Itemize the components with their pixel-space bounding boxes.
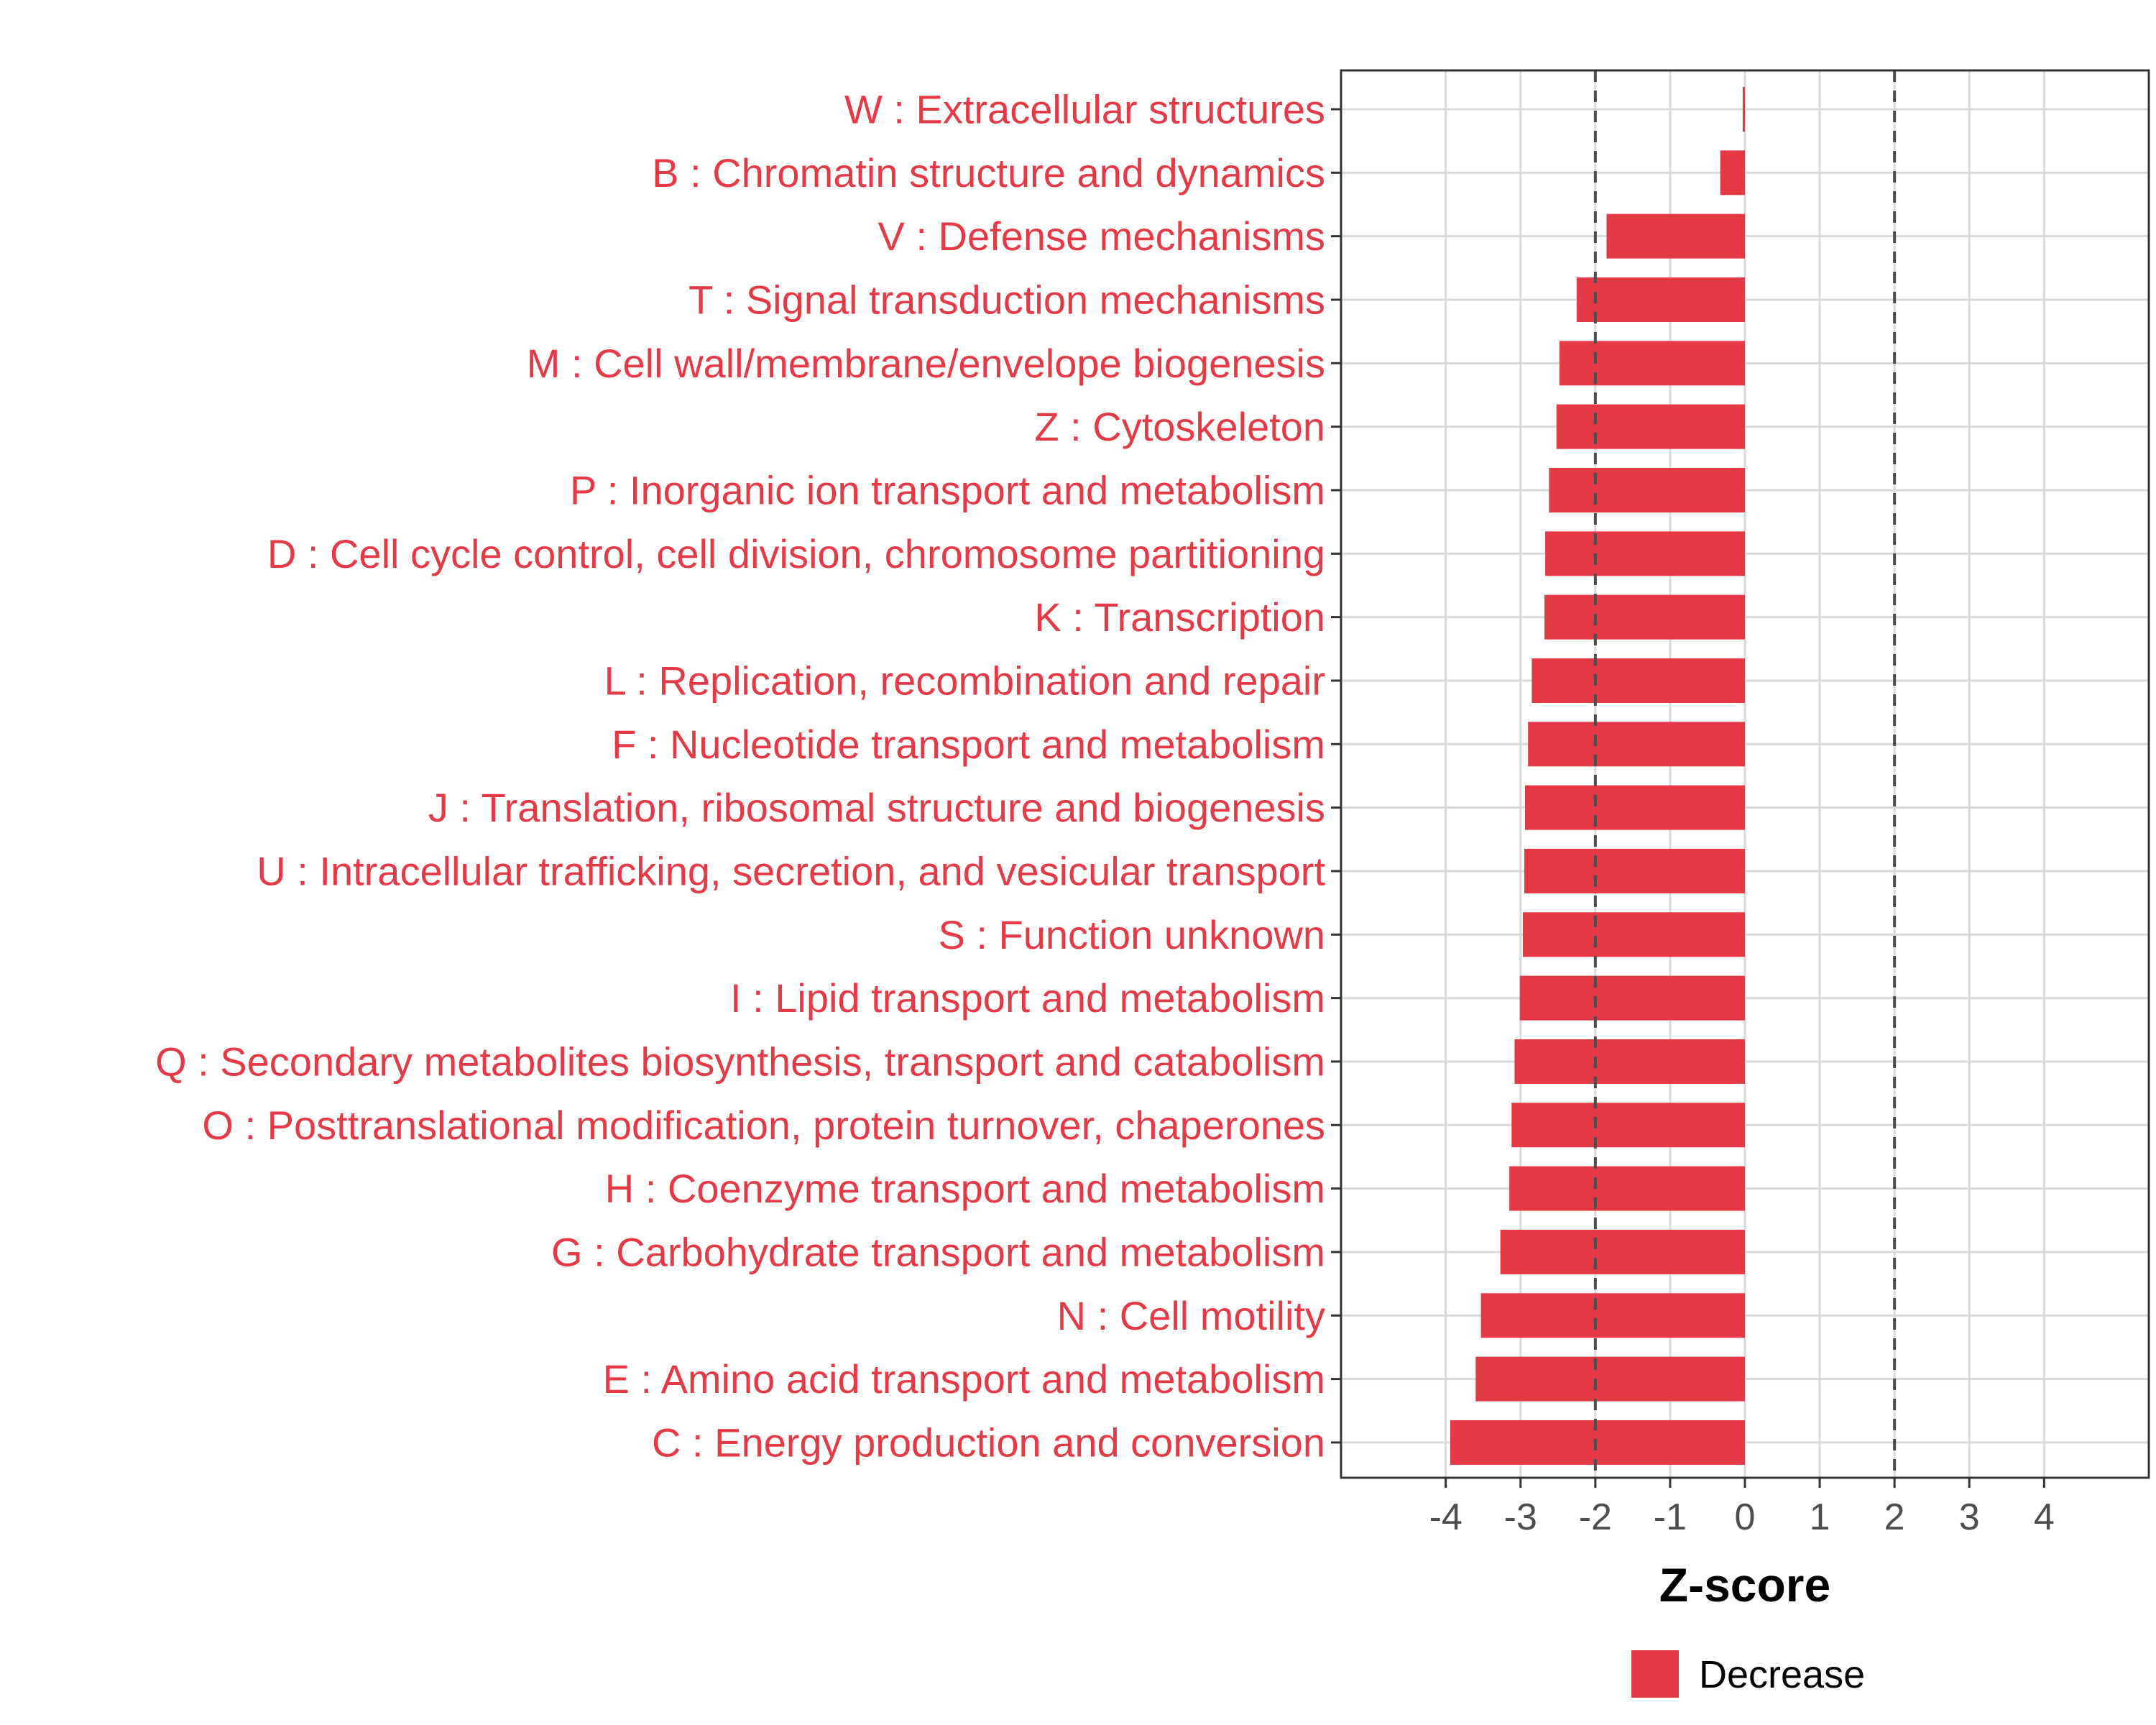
bar [1528,722,1745,767]
x-tick-label: -1 [1654,1496,1687,1538]
bar [1545,531,1745,576]
bar [1522,912,1745,957]
bar [1500,1229,1745,1274]
bar [1525,785,1745,830]
x-tick-label: 0 [1735,1496,1756,1538]
category-label: O : Posttranslational modification, prot… [202,1103,1325,1148]
bar [1509,1166,1745,1211]
x-tick-label: 2 [1884,1496,1905,1538]
category-label: H : Coenzyme transport and metabolism [605,1166,1325,1211]
bar [1531,658,1745,703]
category-label: D : Cell cycle control, cell division, c… [267,531,1325,576]
category-label: I : Lipid transport and metabolism [730,975,1325,1021]
x-axis-ticks: -4 -3 -2 -1 0 1 2 3 4 [1429,1478,2055,1538]
category-label: K : Transcription [1034,594,1325,640]
x-tick-label: -3 [1504,1496,1537,1538]
category-label: J : Translation, ribosomal structure and… [428,785,1325,830]
category-label: L : Replication, recombination and repai… [604,658,1325,703]
bar [1450,1420,1745,1465]
category-label: M : Cell wall/membrane/envelope biogenes… [527,341,1325,386]
category-label: P : Inorganic ion transport and metaboli… [570,467,1325,512]
bar [1511,1103,1745,1148]
category-label: Z : Cytoskeleton [1034,404,1325,449]
legend-label-decrease: Decrease [1699,1653,1865,1696]
category-label: B : Chromatin structure and dynamics [652,150,1325,196]
x-tick-label: 3 [1959,1496,1980,1538]
bar-layer [1450,87,1745,1465]
category-label: E : Amino acid transport and metabolism [603,1356,1325,1402]
x-axis-title: Z-score [1659,1558,1830,1611]
category-label: G : Carbohydrate transport and metabolis… [551,1229,1325,1274]
category-label: N : Cell motility [1057,1293,1325,1338]
bar [1480,1293,1745,1338]
category-labels: W : Extracellular structures B : Chromati… [155,87,1341,1465]
category-label: S : Function unknown [938,912,1325,957]
x-tick-label: -4 [1429,1496,1462,1538]
category-label: U : Intracellular trafficking, secretion… [257,848,1325,893]
bar [1544,594,1745,640]
bar [1514,1039,1745,1084]
reference-line-layer [1593,70,1897,1478]
bar [1576,277,1745,322]
bar [1519,975,1745,1021]
bar [1606,213,1745,259]
category-label: T : Signal transduction mechanisms [688,277,1325,322]
legend-swatch-decrease [1631,1650,1679,1698]
x-tick-label: 4 [2034,1496,2055,1538]
bar [1524,848,1745,893]
bar [1742,87,1745,132]
x-tick-label: -2 [1579,1496,1612,1538]
bar [1720,150,1745,196]
category-label: F : Nucleotide transport and metabolism [612,722,1325,767]
category-label: C : Energy production and conversion [652,1420,1325,1465]
category-label: V : Defense mechanisms [878,213,1325,259]
category-label: Q : Secondary metabolites biosynthesis, … [155,1039,1325,1084]
bar [1549,467,1745,512]
x-tick-label: 1 [1810,1496,1830,1538]
category-label: W : Extracellular structures [844,87,1325,132]
bar [1556,404,1745,449]
bar [1559,341,1745,386]
legend: Decrease [1631,1650,1865,1698]
bar [1475,1356,1745,1402]
